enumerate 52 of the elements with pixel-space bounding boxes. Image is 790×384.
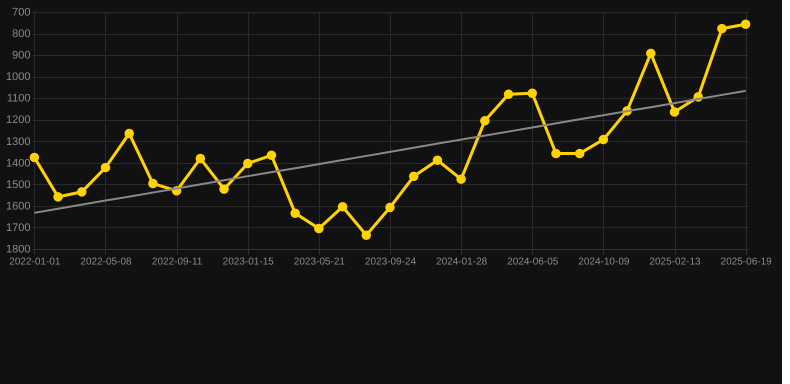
point <box>574 148 584 158</box>
y-tick-label: 1400 <box>6 157 30 170</box>
line-series <box>33 90 747 214</box>
x-tick-label: 2023-09-24 <box>364 256 417 268</box>
point <box>290 208 300 218</box>
point <box>646 48 656 58</box>
point <box>243 158 252 168</box>
point <box>717 24 727 34</box>
y-tick-label: 1700 <box>6 222 30 234</box>
point <box>598 134 608 144</box>
x-tick-label: 2022-01-01 <box>9 256 61 268</box>
x-tick-label: 2024-06-05 <box>507 256 559 268</box>
x-tick-label: 2022-05-08 <box>80 256 132 268</box>
y-tick-label: 800 <box>12 28 30 40</box>
y-tick-label: 1200 <box>6 114 30 126</box>
point <box>30 152 40 162</box>
x-tick-label: 2024-01-28 <box>436 256 488 268</box>
point <box>740 20 750 30</box>
x-tick-label: 2023-01-15 <box>222 256 274 268</box>
y-tick-label: 1000 <box>6 71 30 84</box>
point <box>480 116 490 126</box>
y-tick-label: 1500 <box>6 178 30 191</box>
point <box>551 148 561 158</box>
x-tick-label: 2024-10-09 <box>578 256 630 268</box>
point <box>314 224 324 234</box>
point <box>408 172 418 182</box>
point <box>148 178 158 188</box>
point <box>670 107 680 117</box>
point <box>432 156 442 165</box>
point <box>53 192 63 202</box>
y-tick-label: 900 <box>12 50 30 62</box>
y-tick-label: 1600 <box>6 200 30 212</box>
point <box>504 90 514 100</box>
x-tick-label: 2025-02-13 <box>649 256 702 268</box>
point <box>362 230 372 240</box>
point <box>266 150 276 160</box>
point <box>100 162 110 172</box>
y-tick-label: 1300 <box>6 136 30 148</box>
point <box>77 187 87 197</box>
y-tick-label: 1800 <box>6 244 30 256</box>
point <box>528 88 537 98</box>
x-tick-label: 2025-06-19 <box>720 256 772 268</box>
point <box>456 174 466 184</box>
x-tick-label: 2022-09-11 <box>152 256 203 268</box>
point <box>385 202 395 212</box>
point <box>219 184 229 194</box>
point <box>338 202 348 212</box>
y-tick-label: 1100 <box>6 92 30 105</box>
y-tick-label: 700 <box>12 6 30 18</box>
x-tick-label: 2023-05-21 <box>294 256 346 268</box>
point <box>196 154 206 164</box>
point <box>124 128 134 138</box>
